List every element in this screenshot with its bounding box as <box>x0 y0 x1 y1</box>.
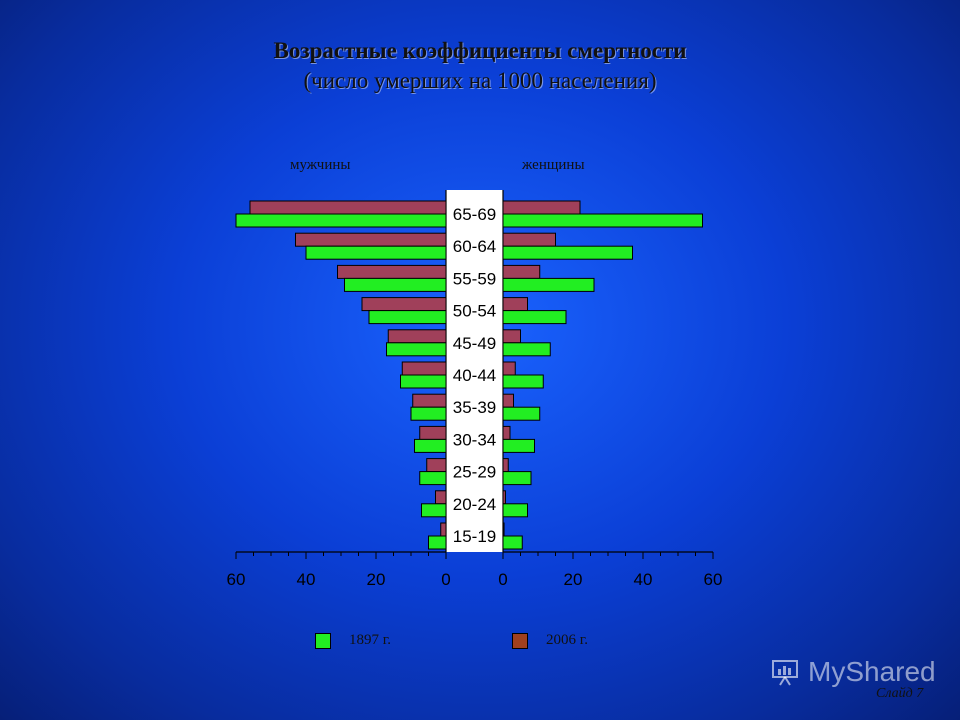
bar-male-2006-55-59 <box>337 264 447 279</box>
female-tick-label-0: 0 <box>498 570 507 589</box>
bar-female-1897-15-19 <box>502 535 523 550</box>
bar-male-2006-30-34 <box>419 425 447 440</box>
bar-male-2006-60-64 <box>295 232 447 247</box>
age-label-65-69: 65-69 <box>453 205 496 224</box>
bar-female-2006-60-64 <box>502 232 556 247</box>
age-label-30-34: 30-34 <box>453 430 496 449</box>
bar-male-1897-60-64 <box>305 245 447 260</box>
age-label-50-54: 50-54 <box>453 302 496 321</box>
male-tick-label-0: 0 <box>441 570 450 589</box>
bar-male-2006-45-49 <box>387 329 447 344</box>
bar-female-2006-25-29 <box>502 458 509 473</box>
bar-female-2006-35-39 <box>502 393 514 408</box>
female-tick-label-40: 40 <box>634 570 653 589</box>
age-label-55-59: 55-59 <box>453 269 496 288</box>
bar-male-1897-65-69 <box>235 213 447 228</box>
chart-subtitle: (число умерших на 1000 населения) <box>303 68 657 93</box>
bar-female-1897-20-24 <box>502 503 528 518</box>
bar-female-2006-40-44 <box>502 361 516 376</box>
age-label-20-24: 20-24 <box>453 495 496 514</box>
legend-label-1897: 1897 г. <box>349 632 391 648</box>
chart-title: Возрастные коэффициенты смертности <box>273 38 687 63</box>
bar-female-2006-65-69 <box>502 200 581 215</box>
bar-female-1897-40-44 <box>502 374 544 389</box>
bar-male-1897-25-29 <box>419 471 447 486</box>
legend-label-2006: 2006 г. <box>546 632 588 648</box>
age-label-60-64: 60-64 <box>453 237 496 256</box>
bar-female-2006-20-24 <box>502 490 506 505</box>
bar-male-2006-65-69 <box>249 200 447 215</box>
male-tick-label-40: 40 <box>297 570 316 589</box>
age-label-40-44: 40-44 <box>453 366 496 385</box>
watermark-text: MyShared <box>808 656 936 687</box>
age-label-45-49: 45-49 <box>453 334 496 353</box>
female-tick-label-60: 60 <box>704 570 723 589</box>
bar-female-1897-25-29 <box>502 471 532 486</box>
bar-male-1897-30-34 <box>414 438 447 453</box>
bar-female-2006-45-49 <box>502 329 521 344</box>
bar-female-1897-55-59 <box>502 277 595 292</box>
bar-male-2006-40-44 <box>401 361 447 376</box>
bar-female-2006-55-59 <box>502 264 541 279</box>
male-tick-label-60: 60 <box>227 570 246 589</box>
bar-male-1897-20-24 <box>421 503 447 518</box>
bar-female-1897-60-64 <box>502 245 633 260</box>
bar-female-2006-15-19 <box>502 522 505 537</box>
bar-male-1897-50-54 <box>368 310 447 325</box>
legend-1897: 1897 г. <box>315 632 391 649</box>
age-label-25-29: 25-29 <box>453 463 496 482</box>
female-tick-label-20: 20 <box>564 570 583 589</box>
male-tick-label-20: 20 <box>367 570 386 589</box>
bar-male-1897-45-49 <box>386 342 447 357</box>
watermark: MyShared <box>770 656 936 688</box>
bar-male-2006-35-39 <box>412 393 447 408</box>
bar-female-1897-50-54 <box>502 310 567 325</box>
age-label-panel <box>446 190 503 552</box>
bar-female-1897-45-49 <box>502 342 551 357</box>
legend-swatch-1897 <box>315 632 331 649</box>
presentation-icon <box>772 660 798 686</box>
age-label-35-39: 35-39 <box>453 398 496 417</box>
bar-male-2006-20-24 <box>435 490 447 505</box>
bar-male-2006-50-54 <box>361 297 447 312</box>
bar-male-2006-15-19 <box>440 522 447 537</box>
bar-male-2006-25-29 <box>426 458 447 473</box>
male-label: мужчины <box>290 157 351 173</box>
bar-male-1897-15-19 <box>428 535 447 550</box>
legend-swatch-2006 <box>512 632 528 649</box>
bar-male-1897-40-44 <box>400 374 447 389</box>
bar-female-2006-30-34 <box>502 425 511 440</box>
bar-female-2006-50-54 <box>502 297 528 312</box>
bar-female-1897-35-39 <box>502 406 541 421</box>
bar-male-1897-55-59 <box>344 277 447 292</box>
female-label: женщины <box>522 157 585 173</box>
bar-female-1897-30-34 <box>502 438 535 453</box>
slide-number: Слайд 7 <box>876 686 924 701</box>
bar-female-1897-65-69 <box>502 213 703 228</box>
bar-male-1897-35-39 <box>410 406 447 421</box>
legend-2006: 2006 г. <box>512 632 588 649</box>
age-label-15-19: 15-19 <box>453 527 496 546</box>
